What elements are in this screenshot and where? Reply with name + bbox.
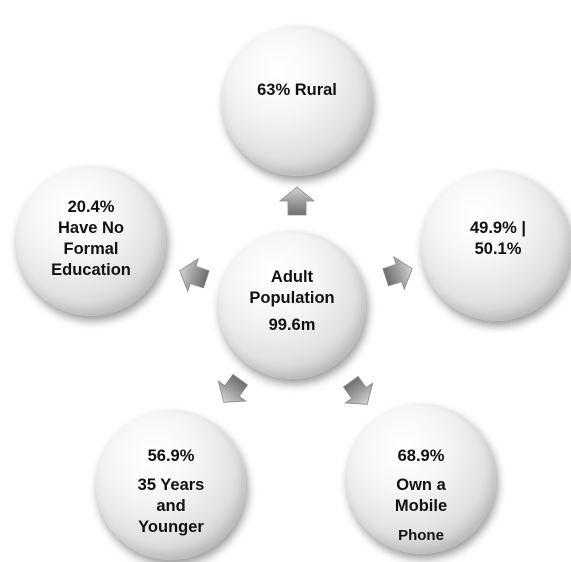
- mobile-line-4: Phone: [398, 527, 444, 544]
- mobile-circle: [346, 404, 496, 554]
- mobile-line-2: Own a: [396, 476, 446, 494]
- education-line-3: Formal: [63, 240, 119, 258]
- education-line-2: Have No: [57, 219, 125, 237]
- gender-line-2: 50.1%: [474, 240, 522, 258]
- center-line-2: Population: [249, 289, 335, 307]
- age-line-2: 35 Years: [137, 476, 205, 494]
- arrow-up-icon: [278, 186, 316, 216]
- gender-circle: [421, 171, 571, 321]
- arrow-right-icon: [382, 255, 413, 291]
- center-line-1: Adult: [270, 268, 314, 286]
- mobile-line-3: Mobile: [394, 497, 448, 515]
- education-line-1: 20.4%: [67, 198, 115, 216]
- gender-line-1: 49.9% |: [470, 219, 526, 237]
- center-circle: [218, 231, 366, 379]
- age-line-1: 56.9%: [147, 447, 195, 465]
- education-label: 20.4% Have No Formal Education: [16, 197, 166, 281]
- education-circle: [16, 166, 166, 316]
- rural-label: 63% Rural: [257, 81, 337, 99]
- arrow-left-icon: [179, 257, 210, 293]
- age-circle: [96, 410, 246, 560]
- center-line-3: 99.6m: [268, 316, 316, 334]
- arrow-bottom-left-icon: [217, 373, 249, 403]
- age-line-4: Younger: [138, 518, 204, 536]
- age-label: 56.9% 35 Years and Younger: [96, 446, 246, 538]
- education-line-4: Education: [51, 261, 131, 279]
- arrow-bottom-right-icon: [342, 375, 374, 405]
- age-line-3: and: [156, 497, 186, 515]
- center-label: Adult Population 99.6m: [218, 267, 366, 336]
- gender-label: 49.9% | 50.1%: [423, 218, 571, 260]
- rural-circle: [222, 26, 372, 176]
- mobile-line-1: 68.9%: [397, 447, 445, 465]
- mobile-label: 68.9% Own a Mobile Phone: [346, 446, 496, 546]
